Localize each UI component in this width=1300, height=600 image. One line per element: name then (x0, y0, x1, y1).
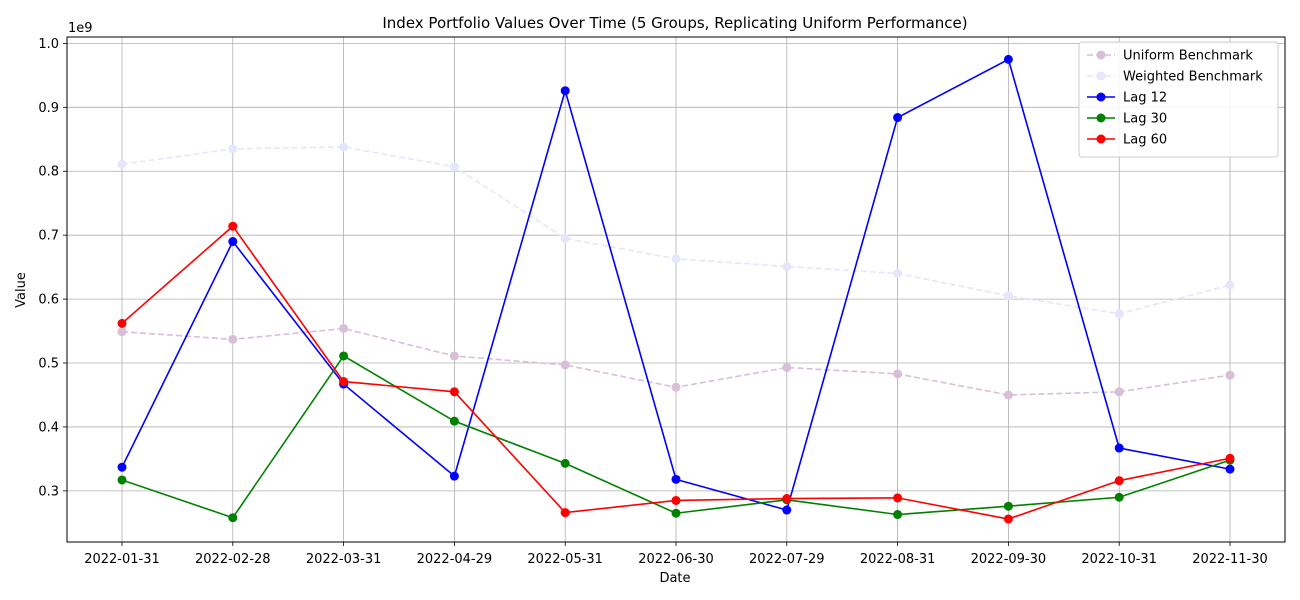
data-point (1225, 370, 1235, 380)
x-tick-label: 2022-09-30 (971, 552, 1047, 567)
x-tick-label: 2022-05-31 (527, 552, 603, 567)
legend-label: Lag 60 (1123, 133, 1167, 148)
x-tick-label: 2022-08-31 (860, 552, 936, 567)
data-point (671, 508, 681, 518)
y-tick-label: 0.8 (38, 165, 59, 180)
x-tick-label: 2022-02-28 (195, 552, 271, 567)
data-point (449, 162, 459, 172)
data-point (228, 237, 238, 247)
data-point (339, 351, 349, 361)
data-point (117, 462, 127, 472)
y-tick-label: 0.3 (38, 484, 59, 499)
legend: Uniform Benchmark Weighted Benchmark Lag 1… (1078, 41, 1279, 158)
data-point (560, 86, 570, 96)
data-point (117, 159, 127, 169)
x-tick-label: 2022-10-31 (1081, 552, 1157, 567)
data-point (339, 142, 349, 152)
data-point (1003, 501, 1013, 511)
data-point (893, 493, 903, 503)
y-tick-label: 0.6 (38, 293, 59, 308)
data-point (893, 369, 903, 379)
x-tick-label: 2022-06-30 (638, 552, 714, 567)
data-point (1114, 387, 1124, 397)
legend-label: Weighted Benchmark (1123, 70, 1263, 85)
data-point (449, 416, 459, 426)
series-weighted-benchmark (117, 142, 1235, 319)
legend-marker (1096, 113, 1106, 123)
data-point (671, 474, 681, 484)
data-point (1225, 453, 1235, 463)
y-tick-label: 0.5 (38, 357, 59, 372)
y-tick-label: 1.0 (38, 37, 59, 52)
x-axis-label: Date (659, 571, 690, 586)
series-lag-60 (117, 221, 1235, 524)
legend-marker (1096, 50, 1106, 60)
data-point (560, 508, 570, 518)
series-group (117, 54, 1235, 524)
legend-label: Lag 12 (1123, 91, 1167, 106)
y-tick-label: 0.9 (38, 101, 59, 116)
data-point (228, 144, 238, 154)
data-point (228, 513, 238, 523)
data-point (1003, 514, 1013, 524)
x-tick-label: 2022-01-31 (84, 552, 160, 567)
legend-box (1078, 41, 1279, 158)
data-point (1114, 309, 1124, 319)
data-point (560, 458, 570, 468)
data-point (782, 494, 792, 504)
data-point (1114, 476, 1124, 486)
data-point (893, 510, 903, 520)
data-point (782, 362, 792, 372)
data-point (560, 233, 570, 243)
data-point (1003, 291, 1013, 301)
data-point (228, 221, 238, 231)
chart-title: Index Portfolio Values Over Time (5 Grou… (382, 14, 967, 32)
data-point (560, 360, 570, 370)
x-tick-label: 2022-11-30 (1192, 552, 1268, 567)
legend-marker (1096, 134, 1106, 144)
legend-marker (1096, 71, 1106, 81)
x-tick-label: 2022-04-29 (417, 552, 493, 567)
series-uniform-benchmark (117, 323, 1235, 400)
legend-marker (1096, 92, 1106, 102)
data-point (1003, 54, 1013, 64)
data-point (1114, 443, 1124, 453)
data-point (228, 334, 238, 344)
data-point (893, 113, 903, 123)
data-point (1225, 464, 1235, 474)
data-point (1225, 280, 1235, 290)
data-point (893, 269, 903, 279)
axis-ticks: 2022-01-31 2022-02-28 2022-03-31 2022-04-29… (38, 37, 1267, 567)
series-lag-12 (117, 54, 1235, 515)
y-offset-label: 1e9 (68, 21, 93, 36)
data-point (671, 382, 681, 392)
data-point (449, 471, 459, 481)
y-axis-label: Value (14, 272, 29, 308)
x-tick-label: 2022-07-29 (749, 552, 825, 567)
data-point (671, 495, 681, 505)
legend-label: Lag 30 (1123, 112, 1167, 127)
data-point (449, 351, 459, 361)
data-point (117, 475, 127, 485)
data-point (782, 261, 792, 271)
data-point (117, 318, 127, 328)
legend-label: Uniform Benchmark (1123, 49, 1253, 64)
data-point (671, 254, 681, 264)
data-point (782, 505, 792, 515)
data-point (339, 323, 349, 333)
data-point (449, 387, 459, 397)
y-tick-label: 0.7 (38, 229, 59, 244)
data-point (1003, 390, 1013, 400)
data-point (339, 377, 349, 387)
y-tick-label: 0.4 (38, 420, 59, 435)
data-point (1114, 492, 1124, 502)
x-tick-label: 2022-03-31 (306, 552, 382, 567)
data-point (117, 327, 127, 337)
